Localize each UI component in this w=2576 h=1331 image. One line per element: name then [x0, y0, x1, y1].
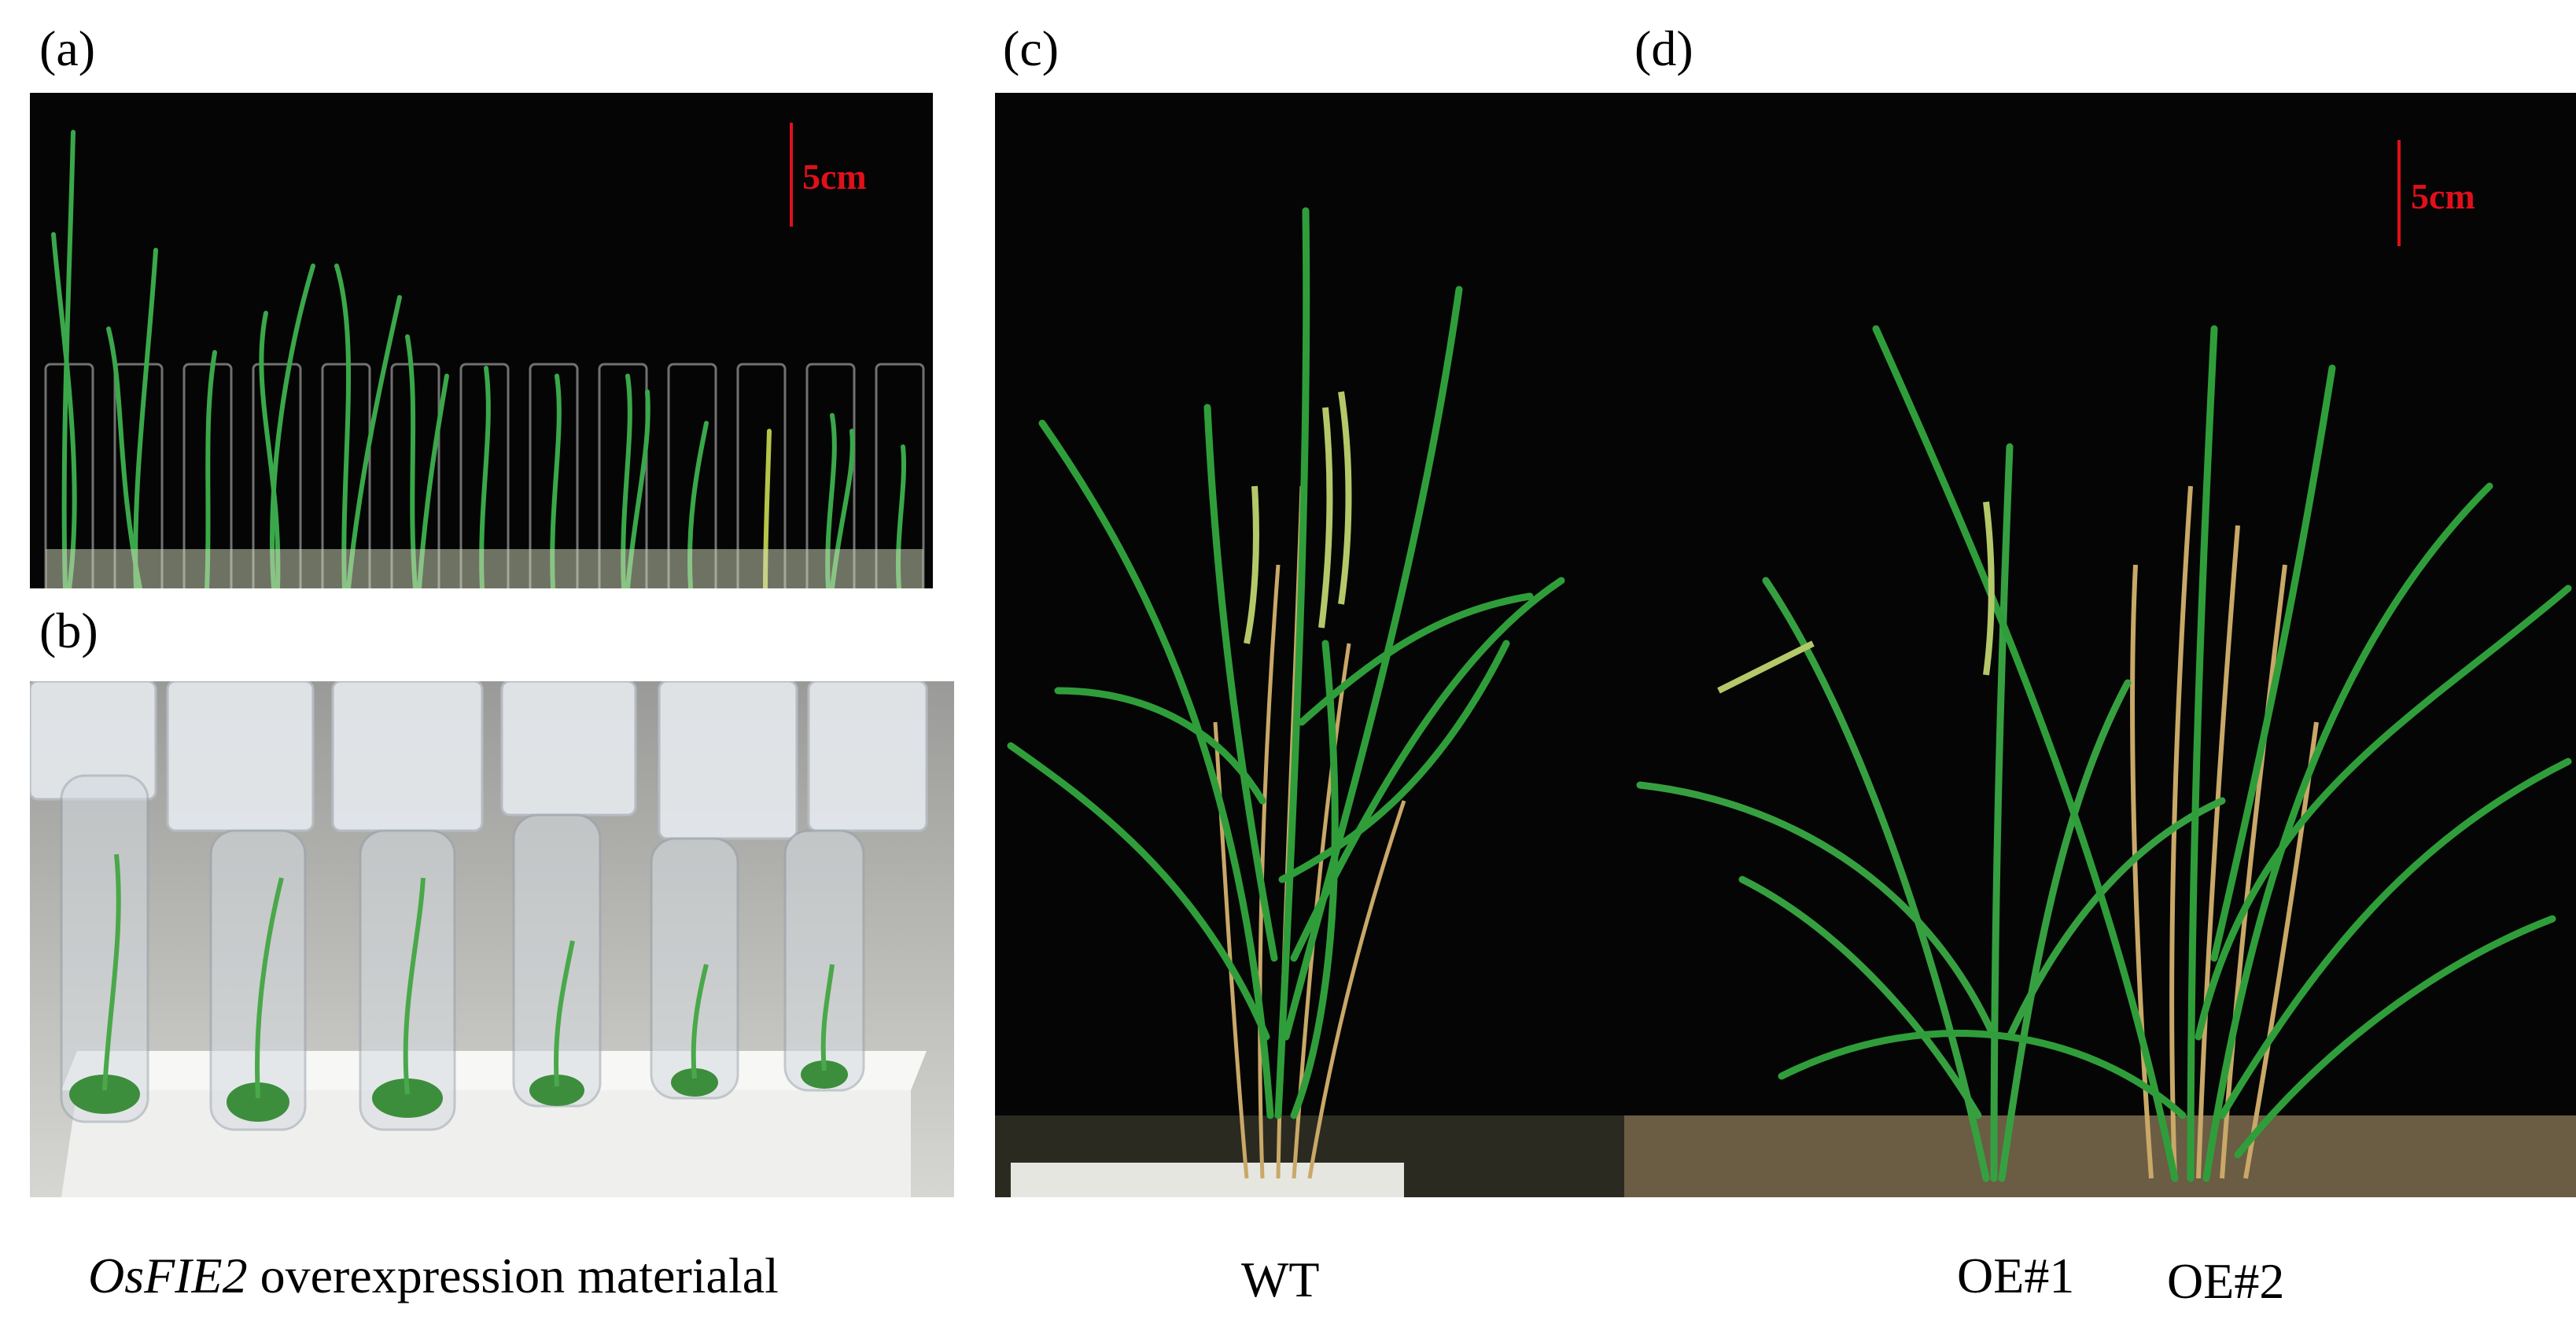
- photo-d-oe-rice-plants: 5cm: [1624, 93, 2576, 1197]
- scale-bar-label-d: 5cm: [2411, 176, 2475, 216]
- caption-material: OsFIE2 overexpression materialal: [88, 1251, 779, 1301]
- panel-label-d: (d): [1634, 20, 1693, 76]
- caption-material-text: overexpression materialal: [247, 1248, 779, 1303]
- caption-gene-name: OsFIE2: [88, 1248, 248, 1303]
- panel-label-a: (a): [39, 20, 96, 76]
- scale-bar-label-a: 5cm: [802, 157, 867, 197]
- panel-label-c: (c): [1003, 20, 1060, 76]
- caption-oe2: OE#2: [2167, 1253, 2285, 1309]
- photo-c-wt-rice-plant: [995, 93, 1624, 1197]
- photo-b-tubes-in-rack: [30, 681, 954, 1197]
- panel-label-b: (b): [39, 603, 98, 658]
- caption-oe1: OE#1: [1957, 1248, 2075, 1303]
- photo-a-seedlings-in-tubes: 5cm: [30, 93, 933, 588]
- caption-wt: WT: [1241, 1252, 1320, 1307]
